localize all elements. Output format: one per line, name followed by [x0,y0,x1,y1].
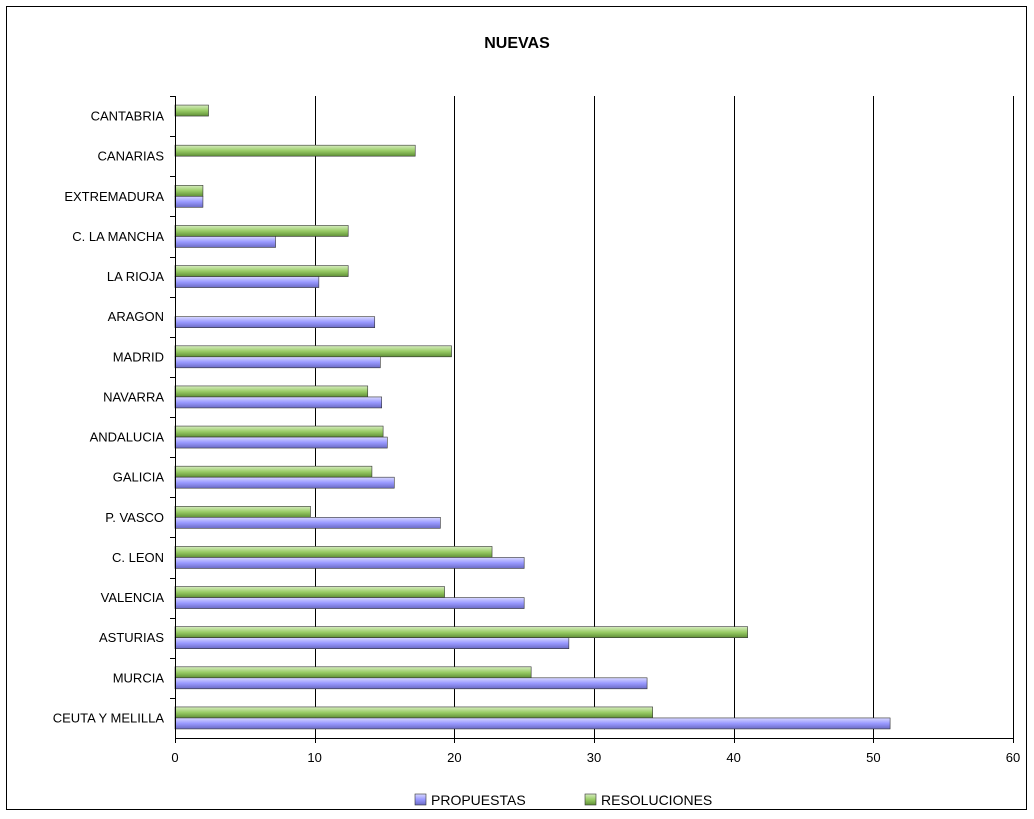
bar-resoluciones [174,265,349,277]
legend-swatch-propuestas [414,793,427,806]
bar-resoluciones [174,586,445,598]
category-label: ARAGON [108,309,164,324]
legend-swatch-resoluciones [584,793,597,806]
bar-resoluciones [174,345,452,358]
bar-propuestas [174,316,376,328]
x-tick-label: 50 [866,750,880,765]
bar-resoluciones [174,506,311,518]
bar-resoluciones [174,706,653,719]
bar-resoluciones [174,666,532,679]
bar-resoluciones [174,546,493,558]
x-tick-label: 30 [587,750,601,765]
x-tick-label: 20 [447,750,461,765]
category-label: GALICIA [113,470,165,485]
x-tick-label: 60 [1006,750,1020,765]
x-tick-label: 0 [171,750,178,765]
category-label: CANARIAS [98,149,165,164]
bar-propuestas [174,196,204,208]
bar-propuestas [174,476,395,489]
bar-resoluciones [174,144,416,157]
bar-propuestas [174,637,570,649]
category-label: MADRID [113,349,164,364]
bar-resoluciones [174,104,209,117]
bar-resoluciones [174,465,373,478]
category-label: LA RIOJA [107,269,164,284]
chart-title: NUEVAS [484,35,550,52]
axes [170,96,1014,743]
bar-propuestas [174,677,648,690]
bar-resoluciones [174,425,384,438]
x-tick-label: 40 [726,750,740,765]
bar-resoluciones [174,385,369,398]
category-label: CEUTA Y MELILLA [53,710,165,725]
category-label: CANTABRIA [91,109,165,124]
bar-propuestas [174,356,381,369]
legend-label-resoluciones: RESOLUCIONES [601,792,712,808]
legend-label-propuestas: PROPUESTAS [431,792,526,808]
x-tick-label: 10 [307,750,321,765]
category-label: ASTURIAS [99,630,164,645]
x-tick-labels: 0 10 20 30 40 50 60 [171,750,1020,765]
bar-resoluciones [174,225,349,237]
category-label: ANDALUCIA [90,430,165,445]
category-labels: CANTABRIA CANARIAS EXTREMADURA C. LA MANCHA… [53,109,165,726]
category-label: EXTREMADURA [64,189,164,204]
bar-propuestas [174,557,525,569]
bar-propuestas [174,436,388,449]
bar-propuestas [174,597,525,609]
bar-propuestas [174,396,383,409]
bar-resoluciones [174,185,204,197]
bar-resoluciones [174,626,748,638]
bar-propuestas [174,276,320,288]
bar-propuestas [174,717,891,730]
category-label: MURCIA [113,670,165,685]
category-label: NAVARRA [103,389,164,404]
category-label: C. LEON [112,550,164,565]
bars [174,104,891,730]
category-label: P. VASCO [105,510,164,525]
bar-propuestas [174,517,441,529]
bar-propuestas [174,236,276,248]
legend: PROPUESTAS RESOLUCIONES [414,792,712,808]
category-label: VALENCIA [101,590,165,605]
category-label: C. LA MANCHA [72,229,164,244]
